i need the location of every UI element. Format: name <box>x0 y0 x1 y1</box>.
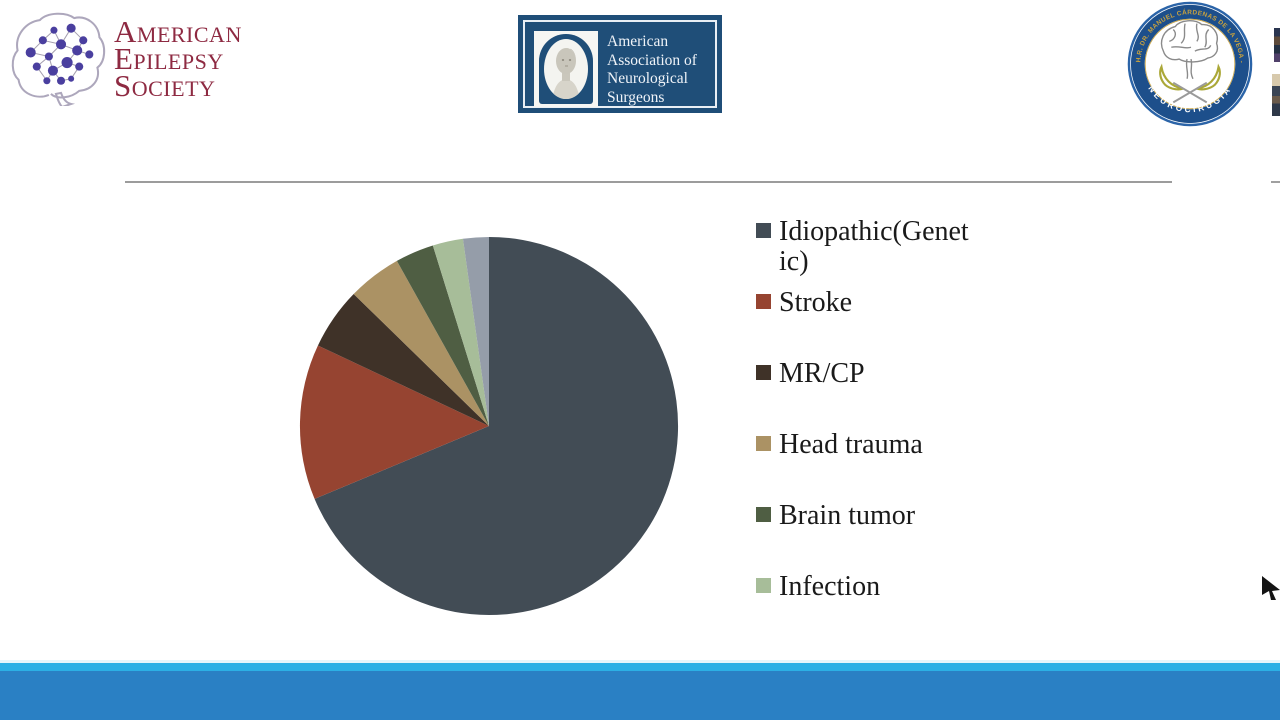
aans-line-4: Surgeons <box>607 88 665 106</box>
pie-slice-5 <box>432 238 489 426</box>
aans-portrait-panel <box>534 31 598 107</box>
aes-logo: American Epilepsy Society <box>8 10 248 110</box>
neurocirugia-seal-logo: H.R. DR. MANUEL CÁRDENAS DE LA VEGA - IS… <box>1126 0 1253 127</box>
aes-logo-text: American Epilepsy Society <box>114 10 242 110</box>
divider-edge-sliver <box>1271 181 1280 183</box>
footer-light-strip <box>0 663 1280 671</box>
crossed-instruments-icon <box>1172 81 1208 104</box>
legend-swatch <box>756 436 771 451</box>
aes-line-1: American <box>114 14 242 49</box>
aes-line-2: Epilepsy <box>114 41 224 76</box>
legend-item: Stroke <box>756 288 852 318</box>
cutoff-image-sliver-top <box>1274 28 1280 62</box>
aans-line-3: Neurological <box>607 70 688 87</box>
legend-label: Idiopathic(Genet ic) <box>779 216 969 277</box>
aans-line-1: American <box>607 33 669 50</box>
legend-swatch <box>756 294 771 309</box>
cutoff-image-sliver-second <box>1272 74 1280 116</box>
hands-icon <box>1159 63 1221 91</box>
legend-swatch <box>756 578 771 593</box>
pie-slice-0 <box>314 236 679 616</box>
legend-item: Head trauma <box>756 430 923 460</box>
legend-swatch <box>756 365 771 380</box>
aans-line-2: Association of <box>607 51 697 69</box>
legend-label: Brain tumor <box>779 500 916 531</box>
pie-slice-2 <box>317 294 489 426</box>
aes-brain-network-icon <box>11 12 106 106</box>
pie-slice-3 <box>353 260 489 426</box>
etiology-pie-chart <box>299 236 679 616</box>
mouse-cursor-icon <box>1262 576 1280 600</box>
brain-drawing-icon <box>1160 20 1219 80</box>
footer-blue-band <box>0 671 1280 720</box>
legend-label: Infection <box>779 571 881 602</box>
legend-item: MR/CP <box>756 359 865 389</box>
legend-swatch <box>756 507 771 522</box>
pie-slice-1 <box>299 345 489 499</box>
legend-label: MR/CP <box>779 358 865 389</box>
legend-item: Idiopathic(Genet ic) <box>756 217 969 277</box>
aans-portrait <box>544 39 588 99</box>
legend-item: Brain tumor <box>756 501 915 531</box>
title-divider-line <box>125 181 1172 183</box>
aans-logo-frame: American Association of Neurological Sur… <box>523 20 717 108</box>
pie-slice-4 <box>396 245 489 426</box>
aes-line-3: Society <box>114 68 216 103</box>
legend-label: Stroke <box>779 287 853 318</box>
aans-arch <box>539 34 593 104</box>
legend-label: Head trauma <box>779 429 923 460</box>
aans-logo-text: American Association of Neurological Sur… <box>607 33 697 107</box>
aans-bust-icon <box>552 48 580 99</box>
aans-logo: American Association of Neurological Sur… <box>518 15 722 113</box>
pie-slice-6 <box>462 236 489 426</box>
legend-swatch <box>756 223 771 238</box>
footer-pale-edge <box>0 660 1280 663</box>
legend-item: Infection <box>756 572 880 602</box>
